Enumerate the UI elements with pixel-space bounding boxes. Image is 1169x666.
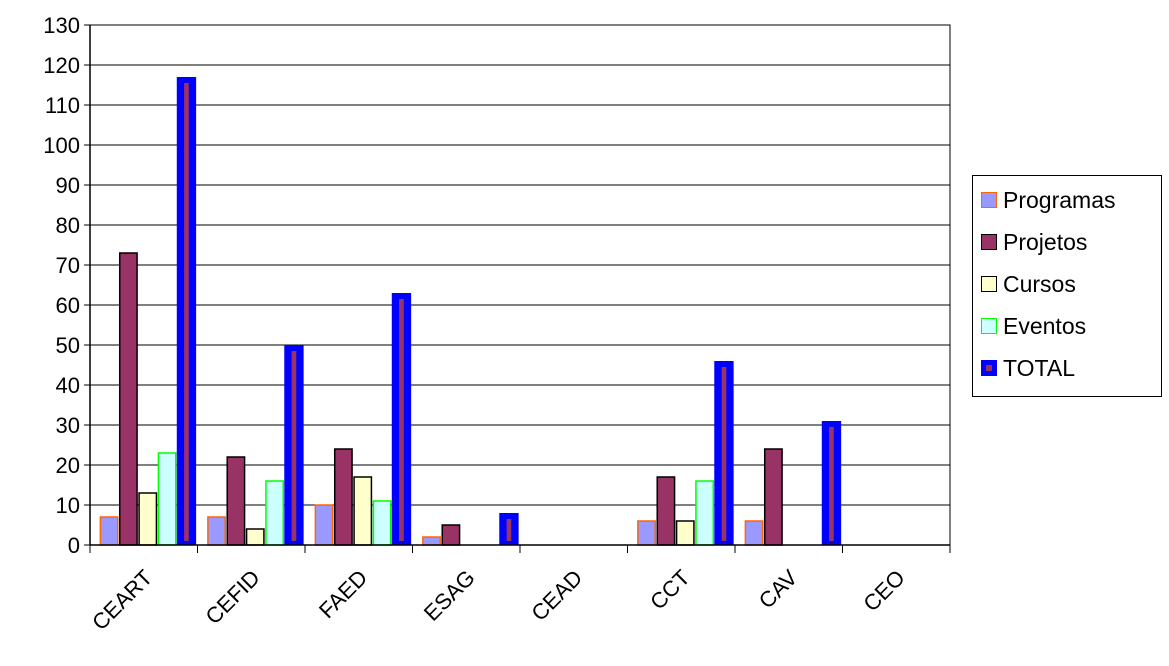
bar-total-inner-esag	[506, 519, 512, 541]
bar-eventos-ceart	[157, 452, 177, 546]
y-tick-label: 70	[56, 253, 80, 278]
legend-label-cursos: Cursos	[1003, 270, 1076, 297]
bar-cursos-faed	[353, 476, 373, 546]
bar-programas-cct	[637, 520, 656, 546]
y-axis-tick-labels: 0 10 20 30 40 50 60 70 80 90 100 110 120 130	[43, 13, 80, 558]
legend-item-cursos: Cursos	[981, 264, 1076, 304]
x-axis-category-labels: CEART CEFID FAED ESAG CEAD CCT CAV CEO	[87, 565, 910, 635]
legend-swatch-eventos	[981, 318, 997, 334]
bar-total-inner-cct	[721, 367, 727, 541]
legend-item-programas: Programas	[981, 180, 1115, 220]
bar-cursos-ceart	[138, 492, 158, 546]
plot-area-border	[89, 24, 951, 546]
legend-swatch-total-inner	[986, 365, 992, 371]
legend: Programas Projetos Cursos Eventos TOTAL	[972, 175, 1162, 397]
y-tick-label: 30	[56, 413, 80, 438]
y-tick-label: 50	[56, 333, 80, 358]
bar-projetos-cct	[656, 476, 676, 546]
bar-programas-esag	[422, 536, 441, 546]
bar-total-inner-faed	[399, 299, 404, 541]
gridlines	[90, 24, 950, 506]
bars	[99, 77, 842, 546]
x-category-label: ESAG	[419, 565, 480, 626]
legend-swatch-cursos	[981, 276, 997, 292]
bar-cursos-cefid	[245, 528, 265, 546]
bar-projetos-faed	[333, 448, 353, 546]
bar-eventos-cefid	[265, 480, 285, 546]
bar-programas-cav	[744, 520, 764, 546]
legend-item-projetos: Projetos	[981, 222, 1087, 262]
bar-projetos-cav	[763, 448, 783, 546]
axes	[84, 24, 951, 553]
legend-label-eventos: Eventos	[1003, 312, 1087, 339]
bar-programas-ceart	[99, 516, 119, 546]
bar-projetos-cefid	[226, 456, 246, 546]
y-tick-label: 10	[56, 493, 80, 518]
legend-item-total: TOTAL	[981, 348, 1075, 388]
bar-projetos-ceart	[118, 252, 138, 546]
legend-label-projetos: Projetos	[1003, 228, 1088, 255]
x-category-label: CEO	[858, 565, 909, 616]
y-tick-label: 40	[56, 373, 80, 398]
y-tick-label: 130	[43, 13, 80, 38]
bar-cursos-cct	[675, 520, 695, 546]
bar-programas-cefid	[207, 516, 226, 546]
bar-total-inner-cav	[829, 427, 834, 541]
x-category-label: CCT	[645, 565, 695, 615]
legend-swatch-programas	[981, 192, 997, 208]
bar-programas-faed	[314, 504, 334, 546]
x-category-label: CAV	[754, 565, 803, 614]
y-tick-label: 60	[56, 293, 80, 318]
y-tick-label: 110	[45, 93, 80, 118]
x-category-label: CEFID	[200, 565, 264, 629]
y-tick-label: 20	[56, 453, 80, 478]
legend-label-total: TOTAL	[1003, 354, 1075, 381]
legend-swatch-projetos	[981, 234, 997, 250]
legend-item-eventos: Eventos	[981, 306, 1086, 346]
bar-total-inner-cefid	[291, 351, 297, 541]
y-tick-label: 80	[56, 213, 80, 238]
x-category-label: CEAD	[526, 565, 587, 626]
y-tick-label: 120	[43, 53, 80, 78]
y-tick-label: 90	[56, 173, 80, 198]
bar-chart: 0 10 20 30 40 50 60 70 80 90 100 110 120 130 CEART CEF…	[43, 13, 951, 635]
bar-eventos-faed	[372, 500, 392, 546]
bar-projetos-esag	[441, 524, 461, 546]
legend-label-programas: Programas	[1003, 186, 1116, 213]
y-tick-label: 100	[43, 133, 80, 158]
legend-swatch-total	[981, 360, 997, 376]
bar-total-inner-ceart	[184, 83, 189, 541]
x-category-label: CEART	[87, 565, 157, 635]
bar-eventos-cct	[695, 480, 715, 546]
y-tick-label: 0	[68, 533, 80, 558]
x-category-label: FAED	[314, 565, 372, 623]
